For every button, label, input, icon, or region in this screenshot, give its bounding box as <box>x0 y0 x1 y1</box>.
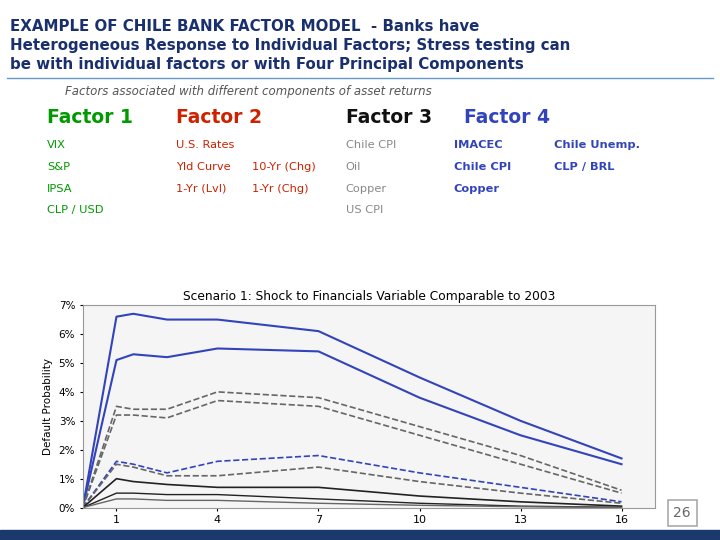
Text: Factor 1: Factor 1 <box>47 108 132 127</box>
Text: Heterogeneous Response to Individual Factors; Stress testing can: Heterogeneous Response to Individual Fac… <box>10 38 570 53</box>
Text: 10-Yr (Chg): 10-Yr (Chg) <box>252 162 316 172</box>
Text: 1-Yr (Lvl): 1-Yr (Lvl) <box>176 184 227 194</box>
Text: EXAMPLE OF CHILE BANK FACTOR MODEL  - Banks have: EXAMPLE OF CHILE BANK FACTOR MODEL - Ban… <box>10 19 480 34</box>
Text: S&P: S&P <box>47 162 70 172</box>
Text: Chile Unemp.: Chile Unemp. <box>554 140 640 151</box>
Y-axis label: Default Probability: Default Probability <box>43 358 53 455</box>
Text: IMACEC: IMACEC <box>454 140 503 151</box>
Text: IPSA: IPSA <box>47 184 72 194</box>
Text: Factor 4: Factor 4 <box>464 108 550 127</box>
Text: Copper: Copper <box>346 184 387 194</box>
Text: Copper: Copper <box>454 184 500 194</box>
Text: CLP / USD: CLP / USD <box>47 205 103 215</box>
Text: 1-Yr (Chg): 1-Yr (Chg) <box>252 184 308 194</box>
Text: Factor 3: Factor 3 <box>346 108 432 127</box>
Text: Chile CPI: Chile CPI <box>454 162 511 172</box>
Text: Factor 2: Factor 2 <box>176 108 262 127</box>
Text: Factors associated with different components of asset returns: Factors associated with different compon… <box>65 85 431 98</box>
Text: 26: 26 <box>673 506 691 520</box>
Text: Chile CPI: Chile CPI <box>346 140 396 151</box>
Text: be with individual factors or with Four Principal Components: be with individual factors or with Four … <box>10 57 524 72</box>
Text: Yld Curve: Yld Curve <box>176 162 231 172</box>
Text: U.S. Rates: U.S. Rates <box>176 140 235 151</box>
Text: CLP / BRL: CLP / BRL <box>554 162 615 172</box>
Text: US CPI: US CPI <box>346 205 383 215</box>
Text: VIX: VIX <box>47 140 66 151</box>
Text: Oil: Oil <box>346 162 361 172</box>
Title: Scenario 1: Shock to Financials Variable Comparable to 2003: Scenario 1: Shock to Financials Variable… <box>183 289 555 302</box>
